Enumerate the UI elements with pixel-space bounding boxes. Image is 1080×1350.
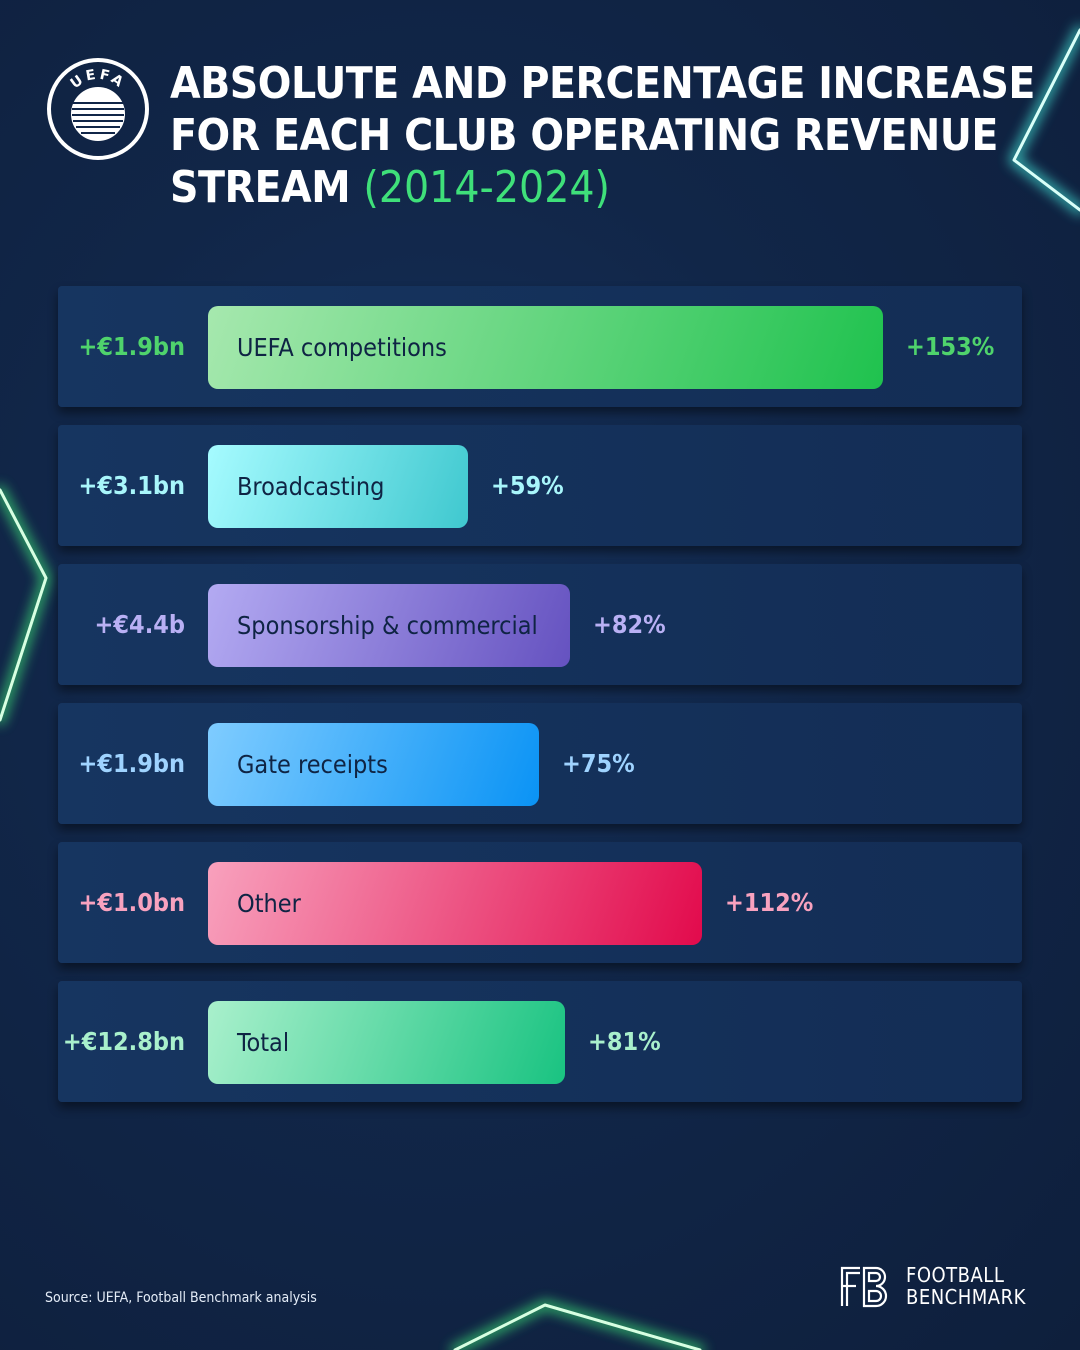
absolute-increase-label: +€4.4b [94,610,185,639]
title-period: (2014-2024) [363,162,610,213]
category-label: Total [237,1028,290,1057]
absolute-increase-label: +€1.9bn [78,332,185,361]
absolute-increase-label: +€1.0bn [78,888,185,917]
brand-line-2: BENCHMARK [906,1285,1026,1309]
uefa-logo: UEFA [47,58,149,160]
percentage-increase-label: +75% [562,749,635,778]
bar: Broadcasting [208,445,468,528]
percentage-increase-label: +112% [725,888,814,917]
bar-row: +€1.9bn Gate receipts +75% [58,703,1022,824]
source-note: Source: UEFA, Football Benchmark analysi… [45,1290,317,1306]
category-label: Gate receipts [237,750,388,779]
bar-row: +€1.0bn Other +112% [58,842,1022,963]
percentage-increase-label: +59% [491,471,564,500]
chart-title: ABSOLUTE AND PERCENTAGE INCREASE FOR EAC… [170,58,1050,214]
bar-row: +€1.9bn UEFA competitions +153% [58,286,1022,407]
percentage-increase-label: +153% [906,332,995,361]
brand-line-1: FOOTBALL [906,1263,1005,1287]
percentage-increase-label: +81% [588,1027,661,1056]
category-label: Other [237,889,301,918]
bar: Total [208,1001,565,1084]
category-label: Sponsorship & commercial [237,611,538,640]
football-benchmark-logo-icon [840,1266,888,1308]
absolute-increase-label: +€1.9bn [78,749,185,778]
bar-row: +€4.4b Sponsorship & commercial +82% [58,564,1022,685]
bar-row: +€3.1bn Broadcasting +59% [58,425,1022,546]
bar: UEFA competitions [208,306,883,389]
bar: Gate receipts [208,723,539,806]
category-label: Broadcasting [237,472,385,501]
bar: Sponsorship & commercial [208,584,570,667]
title-text: ABSOLUTE AND PERCENTAGE INCREASE FOR EAC… [170,58,1035,213]
brand-name: FOOTBALL BENCHMARK [906,1264,1026,1308]
absolute-increase-label: +€3.1bn [78,471,185,500]
percentage-increase-label: +82% [593,610,666,639]
bar: Other [208,862,702,945]
absolute-increase-label: +€12.8bn [62,1027,185,1056]
bar-row: +€12.8bn Total +81% [58,981,1022,1102]
category-label: UEFA competitions [237,333,447,362]
